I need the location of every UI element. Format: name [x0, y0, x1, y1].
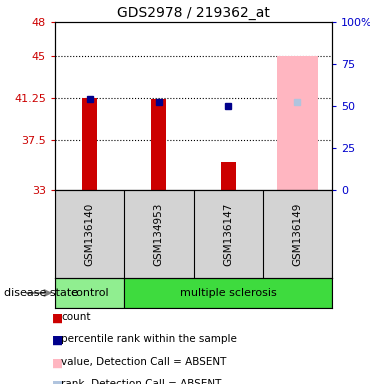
- Text: GSM134953: GSM134953: [154, 202, 164, 266]
- Bar: [277, 56, 318, 190]
- Text: GSM136140: GSM136140: [85, 202, 95, 266]
- Text: rank, Detection Call = ABSENT: rank, Detection Call = ABSENT: [61, 379, 221, 384]
- Text: control: control: [70, 288, 109, 298]
- Bar: [124, 278, 332, 308]
- Bar: [151, 99, 166, 190]
- Text: GSM136149: GSM136149: [292, 202, 302, 266]
- Text: count: count: [61, 312, 91, 322]
- Text: multiple sclerosis: multiple sclerosis: [180, 288, 276, 298]
- Bar: [82, 98, 97, 190]
- Text: disease state: disease state: [4, 288, 78, 298]
- Text: percentile rank within the sample: percentile rank within the sample: [61, 334, 237, 344]
- Bar: [55, 278, 124, 308]
- Bar: [221, 162, 236, 190]
- Text: GSM136147: GSM136147: [223, 202, 233, 266]
- Text: value, Detection Call = ABSENT: value, Detection Call = ABSENT: [61, 356, 226, 367]
- Text: ■: ■: [52, 379, 63, 384]
- Text: ■: ■: [52, 312, 63, 325]
- Text: ■: ■: [52, 334, 63, 347]
- Text: ■: ■: [52, 356, 63, 369]
- Title: GDS2978 / 219362_at: GDS2978 / 219362_at: [117, 6, 270, 20]
